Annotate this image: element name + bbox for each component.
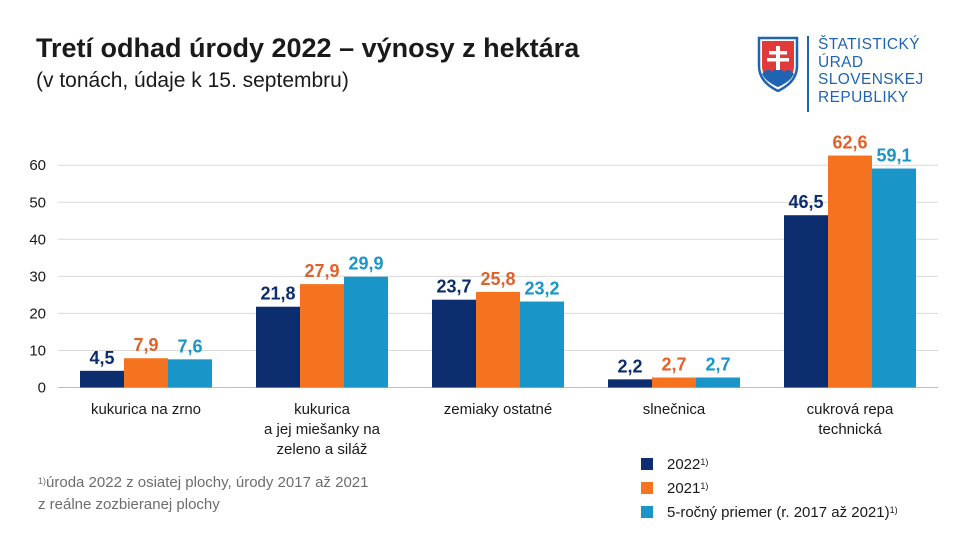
bar-2021 (652, 377, 696, 388)
legend-swatch-2022 (641, 458, 653, 470)
data-label: 62,6 (832, 133, 867, 153)
logo-divider (807, 36, 809, 112)
logo-line-2: ÚRAD (818, 53, 864, 71)
data-label: 21,8 (260, 284, 295, 304)
bar-5yr (696, 377, 740, 388)
data-label: 7,6 (177, 336, 202, 356)
bar-2021 (476, 291, 520, 388)
statistical-office-logo: ŠTATISTICKÝ ÚRAD SLOVENSKEJ REPUBLIKY (756, 36, 946, 116)
bar-5yr (168, 359, 212, 388)
data-label: 27,9 (304, 261, 339, 281)
y-tick-label: 50 (29, 194, 46, 211)
bar-2022 (80, 370, 124, 388)
legend-sup-2021: 1) (700, 481, 709, 491)
legend-label-5yr: 5-ročný priemer (r. 2017 až 2021) (667, 503, 890, 521)
y-tick-label: 20 (29, 305, 46, 322)
legend-item-2021: 2021 1) (641, 476, 898, 500)
legend-sup-5yr: 1) (889, 505, 898, 515)
legend-label-2021: 2021 (667, 479, 701, 497)
data-label: 23,7 (436, 277, 471, 297)
data-label: 7,9 (133, 335, 158, 355)
legend-swatch-5yr (641, 506, 653, 518)
data-label: 2,7 (661, 354, 686, 374)
y-tick-label: 60 (29, 157, 46, 174)
y-tick-label: 10 (29, 342, 46, 359)
y-tick-label: 40 (29, 231, 46, 248)
bar-2022 (784, 215, 828, 388)
logo-line-4: REPUBLIKY (818, 88, 909, 106)
y-tick-label: 30 (29, 268, 46, 285)
footnote: 1)úroda 2022 z osiatej plochy, úrody 201… (38, 472, 368, 516)
logo-line-3: SLOVENSKEJ (818, 71, 924, 88)
x-category-label: slnečnica (643, 401, 706, 418)
footnote-line-2: z reálne zozbieranej plochy (38, 496, 220, 513)
legend-sup-2022: 1) (700, 457, 709, 467)
chart-subtitle: (v tonách, údaje k 15. septembru) (36, 69, 349, 92)
bar-5yr (520, 301, 564, 388)
bar-2021 (828, 155, 872, 388)
x-category-label: kukurica na zrno (91, 401, 201, 418)
x-category-label: cukrová repa (807, 401, 894, 418)
coat-of-arms-icon (757, 36, 799, 93)
bar-2022 (608, 379, 652, 388)
data-label: 46,5 (788, 192, 823, 212)
bar-5yr (344, 276, 388, 388)
chart-legend: 2022 1) 2021 1) 5-ročný priemer (r. 2017 a… (641, 452, 898, 524)
data-label: 2,2 (617, 356, 642, 376)
x-category-label: zeleno a siláž (277, 441, 368, 458)
data-label: 29,9 (348, 254, 383, 274)
logo-text: ŠTATISTICKÝ ÚRAD SLOVENSKEJ REPUBLIKY (818, 36, 924, 106)
legend-item-5yr: 5-ročný priemer (r. 2017 až 2021) 1) (641, 500, 898, 524)
logo-line-1: ŠTATISTICKÝ (818, 36, 921, 53)
footnote-line-1: úroda 2022 z osiatej plochy, úrody 2017 … (46, 474, 369, 491)
legend-label-2022: 2022 (667, 455, 701, 473)
data-label: 59,1 (876, 146, 911, 166)
footnote-marker: 1) (38, 476, 47, 486)
bar-2021 (124, 358, 168, 388)
legend-swatch-2021 (641, 482, 653, 494)
bar-2022 (432, 299, 476, 388)
data-label: 2,7 (705, 354, 730, 374)
bar-2021 (300, 284, 344, 388)
data-label: 25,8 (480, 269, 515, 289)
data-label: 23,2 (524, 279, 559, 299)
bar-5yr (872, 168, 916, 388)
x-category-label: a jej miešanky na (264, 421, 381, 438)
legend-item-2022: 2022 1) (641, 452, 898, 476)
chart-title: Tretí odhad úrody 2022 – výnosy z hektár… (36, 33, 580, 63)
data-label: 4,5 (89, 348, 114, 368)
x-category-label: kukurica (294, 401, 351, 418)
y-tick-label: 0 (38, 380, 46, 397)
bar-2022 (256, 306, 300, 388)
x-category-label: zemiaky ostatné (444, 401, 552, 418)
x-category-label: technická (818, 421, 882, 438)
